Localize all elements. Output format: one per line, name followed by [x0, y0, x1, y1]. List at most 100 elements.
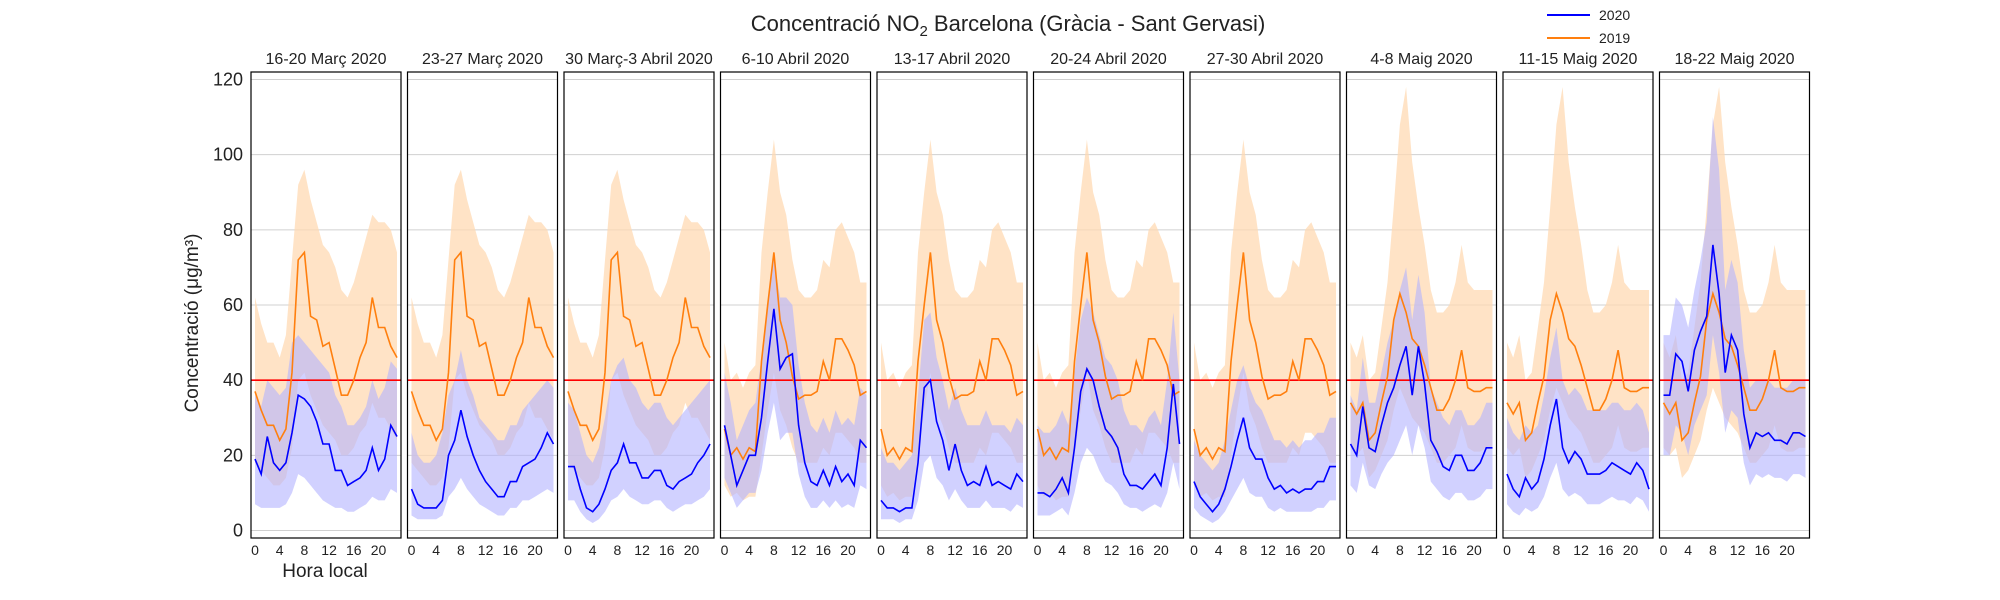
panel-frame — [1189, 71, 1341, 539]
x-tick-label: 0 — [1503, 542, 1511, 558]
line-2019 — [410, 250, 555, 443]
line-2020 — [1193, 417, 1336, 513]
x-tick-label: 4 — [1371, 542, 1379, 558]
x-tick-label: 8 — [1709, 542, 1717, 558]
x-tick-label: 12 — [1573, 542, 1589, 558]
line-2020 — [1663, 244, 1806, 451]
panel-title: 30 Març-3 Abril 2020 — [565, 51, 713, 68]
panel-frame — [719, 71, 872, 539]
x-tick-label: 20 — [840, 542, 856, 558]
x-tick-label: 20 — [1779, 542, 1795, 558]
x-tick-label: 16 — [1441, 542, 1457, 558]
x-tick-label: 4 — [1684, 542, 1692, 558]
x-tick-label: 12 — [1730, 542, 1746, 558]
legend: 2020 2019 — [1547, 7, 1630, 46]
panel-frame — [1658, 71, 1811, 539]
x-tick-label: 16 — [346, 542, 362, 558]
y-tick-label: 60 — [223, 295, 243, 315]
line-2019 — [880, 252, 1024, 461]
x-tick-label: 8 — [770, 542, 778, 558]
band-2020 — [1507, 327, 1649, 516]
panel-title: 23-27 Març 2020 — [422, 51, 543, 68]
x-tick-label: 0 — [1190, 542, 1198, 558]
chart-title-subscript: 2 — [919, 23, 927, 40]
chart-title: Concentració NO2 Barcelona (Gràcia - San… — [751, 11, 1266, 40]
panel-frame — [876, 71, 1028, 539]
x-tick-label: 16 — [1754, 542, 1770, 558]
x-tick-label: 12 — [947, 542, 963, 558]
panel-frame — [1032, 71, 1185, 539]
y-tick-label: 40 — [223, 370, 243, 390]
line-2020 — [568, 441, 711, 513]
x-tick-label: 12 — [634, 542, 650, 558]
y-tick-label: 80 — [223, 220, 243, 240]
x-tick-label: 16 — [1598, 542, 1614, 558]
x-tick-label: 20 — [527, 542, 543, 558]
x-tick-label: 4 — [1528, 542, 1536, 558]
band-2019 — [568, 169, 710, 486]
panel-title: 4-8 Maig 2020 — [1370, 51, 1472, 68]
band-2020 — [568, 357, 710, 523]
line-2019 — [567, 250, 711, 443]
panel-title: 11-15 Maig 2020 — [1519, 51, 1638, 68]
x-tick-label: 8 — [1083, 542, 1091, 558]
x-tick-label: 16 — [1285, 542, 1301, 558]
x-tick-label: 20 — [1153, 542, 1169, 558]
x-tick-label: 0 — [564, 542, 572, 558]
x-tick-label: 20 — [997, 542, 1013, 558]
x-tick-label: 4 — [432, 542, 440, 558]
chart-title-main: Concentració NO — [751, 11, 920, 36]
x-tick-label: 20 — [684, 542, 700, 558]
x-tick-label: 4 — [276, 542, 284, 558]
x-tick-label: 4 — [1215, 542, 1223, 558]
x-tick-label: 16 — [972, 542, 988, 558]
panel-9: 11-15 Maig 2020 0 4 8 12 16 20 — [1502, 51, 1654, 558]
x-tick-label: 4 — [1058, 542, 1066, 558]
x-tick-label: 16 — [1128, 542, 1144, 558]
chart-title-rest: Barcelona (Gràcia - Sant Gervasi) — [928, 11, 1265, 36]
x-tick-label: 12 — [791, 542, 807, 558]
x-tick-label: 8 — [926, 542, 934, 558]
panel-title: 27-30 Abril 2020 — [1207, 51, 1324, 68]
x-tick-label: 8 — [1239, 542, 1247, 558]
x-tick-label: 20 — [1466, 542, 1482, 558]
panel-10: 18-22 Maig 2020 0 4 8 12 16 20 — [1658, 51, 1811, 558]
line-2020 — [723, 308, 868, 489]
x-tick-label: 0 — [877, 542, 885, 558]
x-tick-label: 0 — [721, 542, 729, 558]
line-2020 — [410, 410, 555, 509]
x-axis-label: Hora local — [282, 561, 368, 582]
panel-3: 30 Març-3 Abril 2020 0 4 8 12 16 20 — [563, 51, 715, 558]
band-2020 — [1663, 117, 1806, 486]
y-tick-label: 20 — [223, 445, 243, 465]
panel-title: 20-24 Abril 2020 — [1050, 51, 1167, 68]
x-tick-label: 4 — [589, 542, 597, 558]
x-tick-label: 12 — [321, 542, 337, 558]
x-tick-label: 4 — [745, 542, 753, 558]
x-tick-label: 8 — [613, 542, 621, 558]
x-tick-label: 12 — [478, 542, 494, 558]
band-2020 — [1350, 267, 1493, 501]
x-tick-label: 20 — [1623, 542, 1639, 558]
line-2020 — [880, 378, 1024, 513]
line-2020 — [1506, 398, 1650, 499]
x-tick-label: 16 — [659, 542, 675, 558]
panel-title: 16-20 Març 2020 — [266, 51, 387, 68]
x-tick-label: 0 — [251, 542, 259, 558]
x-tick-label: 16 — [815, 542, 831, 558]
x-tick-label: 20 — [371, 542, 387, 558]
x-tick-label: 8 — [1396, 542, 1404, 558]
panel-frame — [406, 71, 559, 539]
x-tick-label: 12 — [1104, 542, 1120, 558]
line-2019 — [1193, 252, 1337, 461]
panel-5: 13-17 Abril 2020 0 4 8 12 16 20 — [876, 51, 1028, 558]
panel-8: 4-8 Maig 2020 0 4 8 12 16 20 — [1345, 51, 1498, 558]
x-tick-label: 4 — [902, 542, 910, 558]
line-2020 — [254, 393, 398, 487]
legend-label-2019: 2019 — [1599, 30, 1630, 46]
x-tick-label: 16 — [502, 542, 518, 558]
panel-7: 27-30 Abril 2020 0 4 8 12 16 20 — [1189, 51, 1341, 558]
panel-1: 16-20 Març 2020 0 4 8 12 16 20 0 20 40 60 80 100 120 — [213, 51, 402, 558]
line-2019 — [254, 250, 398, 443]
